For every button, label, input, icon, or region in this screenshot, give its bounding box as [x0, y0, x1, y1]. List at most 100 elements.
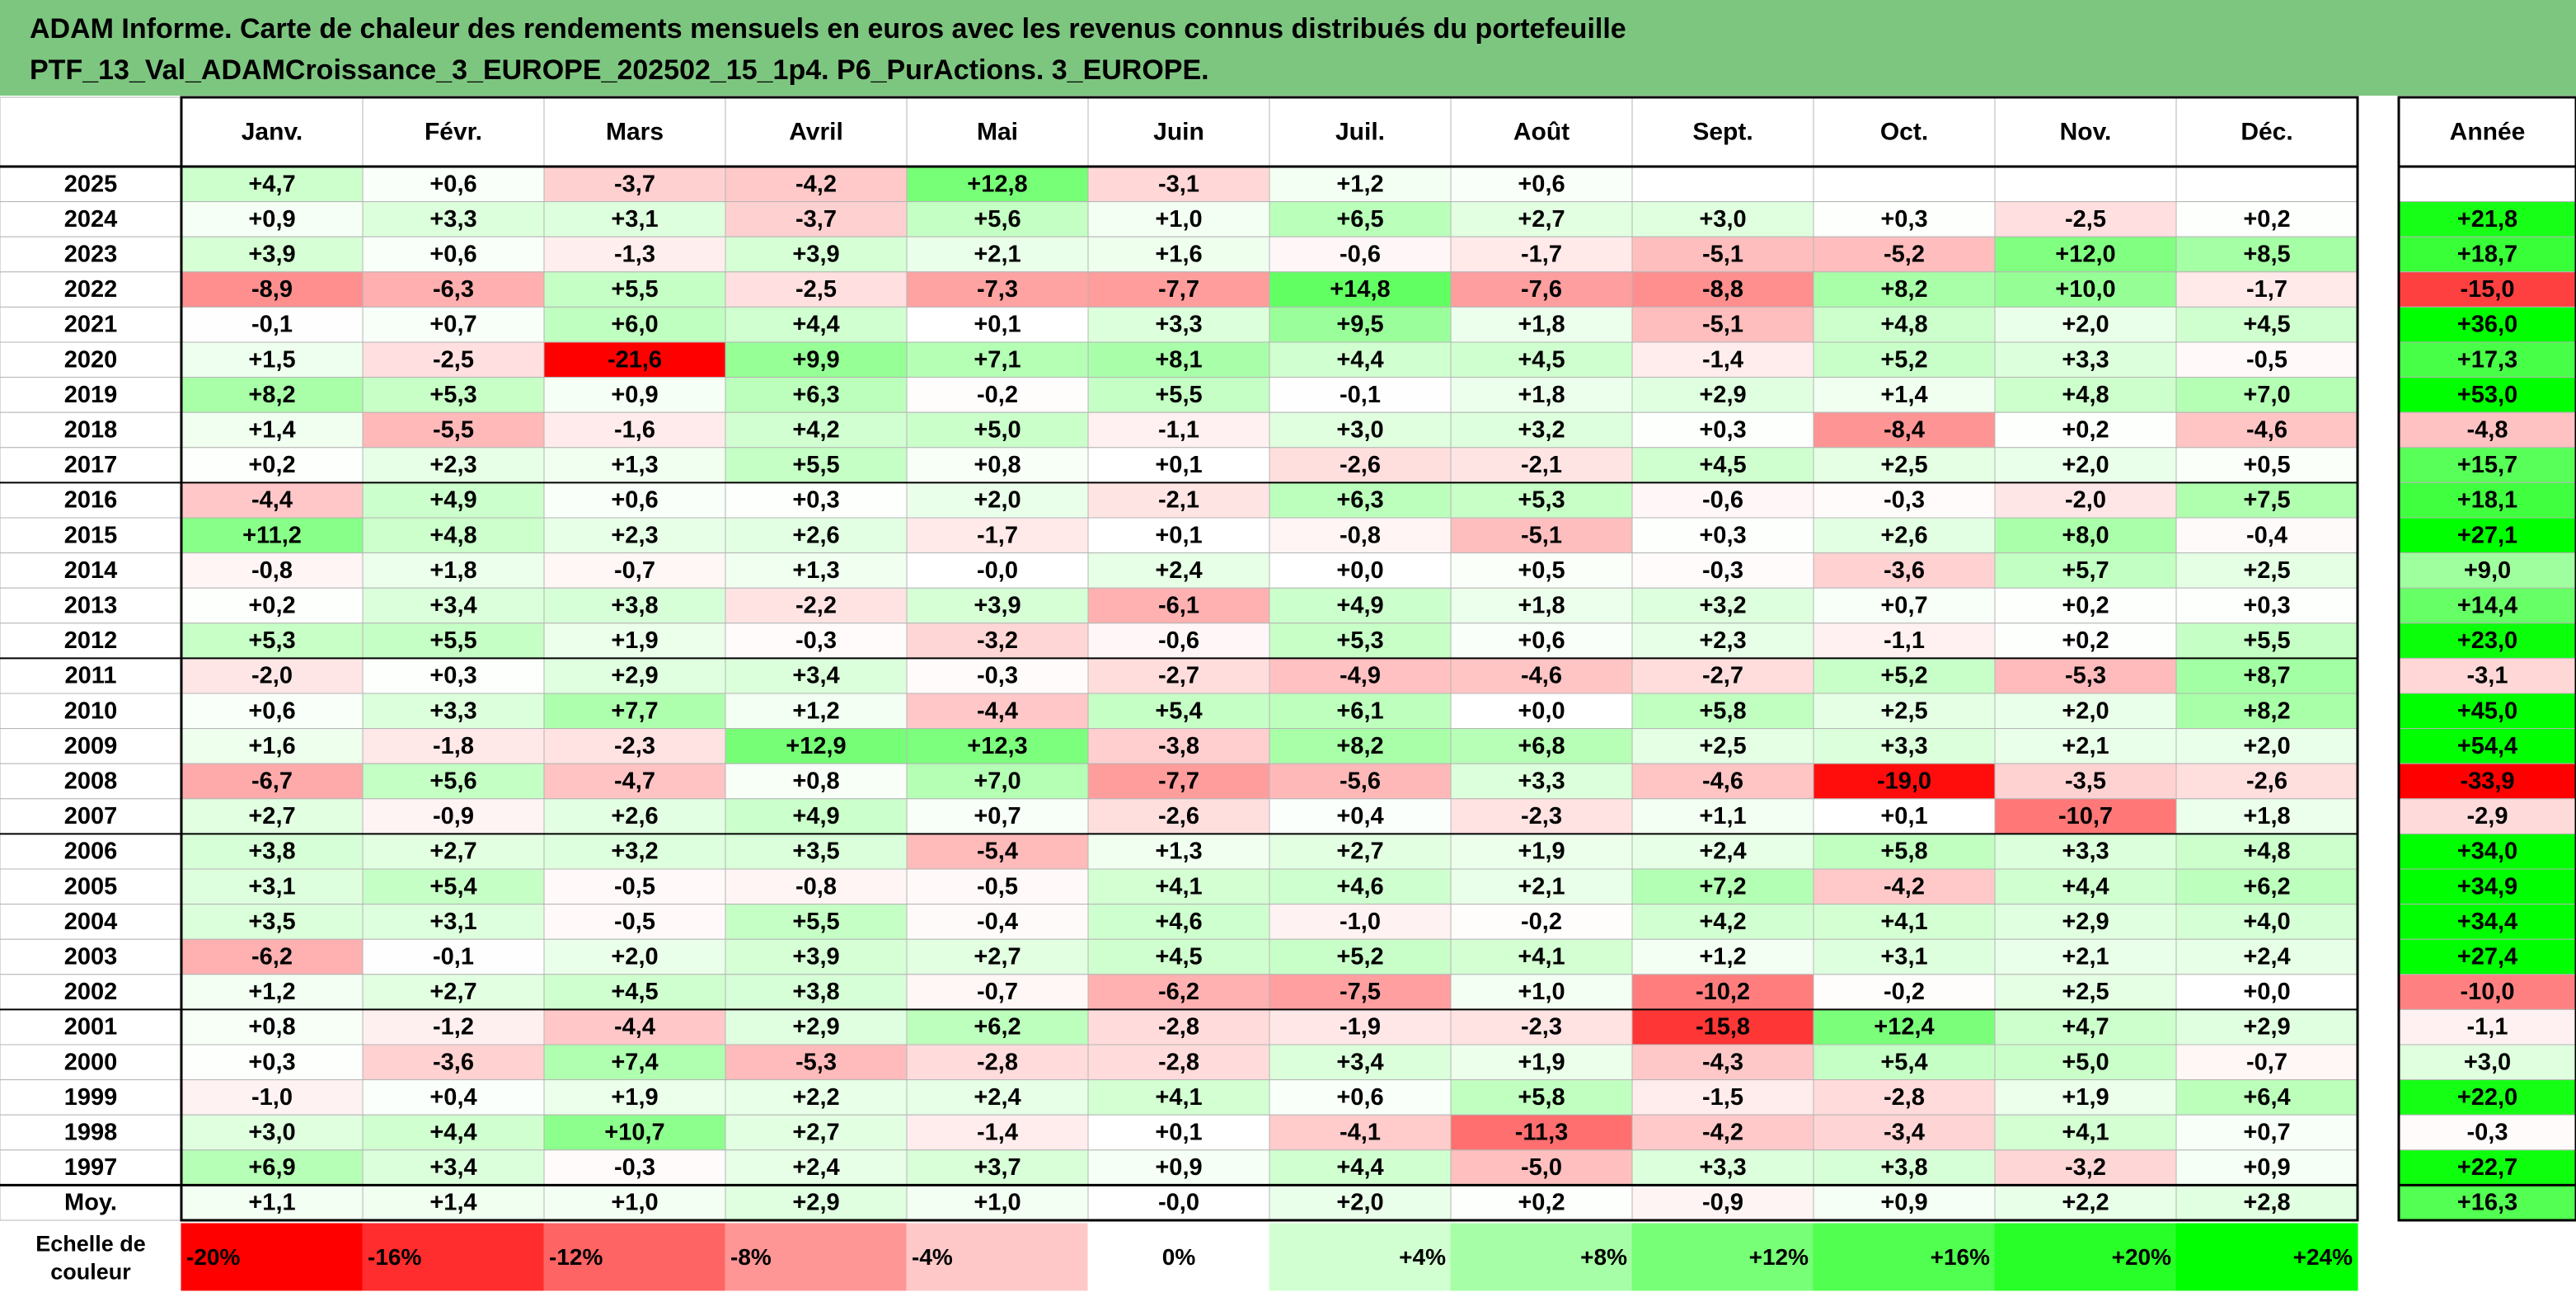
- heatmap-cell-value: +5,7: [2062, 557, 2109, 584]
- heatmap-cell-value: +0,3: [1699, 522, 1746, 548]
- heatmap-cell: [362, 728, 545, 764]
- heatmap-cell-value: -3,6: [1884, 557, 1925, 584]
- heatmap-cell: [1269, 833, 1452, 870]
- heatmap-cell-value: +9,5: [1336, 312, 1383, 338]
- heatmap-cell: [1813, 552, 1996, 589]
- year-row-label: 2003: [64, 944, 118, 970]
- heatmap-cell: [181, 1044, 364, 1081]
- heatmap-cell-value: +8,1: [1155, 346, 1202, 373]
- heatmap-cell-value: +5,5: [429, 627, 476, 654]
- heatmap-cell: [906, 166, 1089, 203]
- heatmap-cell-value: +4,7: [2062, 1014, 2109, 1041]
- annual-return-value: +27,1: [2457, 522, 2517, 548]
- heatmap-cell-value: +3,8: [1880, 1154, 1927, 1181]
- year-row-label: 1999: [64, 1084, 118, 1111]
- scale-step-label: +20%: [2112, 1244, 2171, 1270]
- heatmap-cell: [1087, 938, 1270, 975]
- month-header-cell: [1450, 96, 1633, 167]
- heatmap-cell: [1631, 271, 1814, 308]
- title-line-2: PTF_13_Val_ADAMCroissance_3_EUROPE_20250…: [30, 54, 1209, 86]
- heatmap-cell: [362, 1149, 545, 1186]
- heatmap-cell: [1813, 236, 1996, 273]
- heatmap-cell-value: +4,5: [611, 979, 658, 1005]
- heatmap-cell: [725, 411, 908, 449]
- heatmap-cell-value: +2,0: [611, 944, 658, 970]
- heatmap-cell-value: -2,7: [1158, 663, 1199, 689]
- heatmap-cell: [1631, 693, 1814, 730]
- heatmap-cell-value: -1,9: [1340, 1014, 1381, 1041]
- heatmap-cell-value: -1,7: [2246, 276, 2287, 303]
- heatmap-cell: [181, 1184, 364, 1221]
- annual-return-cell: [2398, 623, 2576, 659]
- heatmap-cell: [1994, 552, 2177, 589]
- heatmap-cell: [543, 482, 726, 519]
- heatmap-cell-value: +5,8: [1518, 1084, 1565, 1111]
- heatmap-cell-value: +6,4: [2243, 1084, 2290, 1111]
- annual-return-cell: [2398, 517, 2576, 554]
- heatmap-cell: [2175, 974, 2358, 1010]
- annual-return-value: +22,0: [2457, 1084, 2517, 1111]
- heatmap-cell-value: +0,9: [1155, 1154, 1202, 1181]
- month-header-label: Sept.: [1692, 119, 1753, 146]
- heatmap-cell: [1269, 341, 1452, 378]
- heatmap-cell: [1087, 693, 1270, 730]
- heatmap-cell: [2175, 1079, 2358, 1116]
- heatmap-cell-value: -5,5: [433, 417, 474, 444]
- year-row-label: 2010: [64, 698, 118, 724]
- heatmap-cell-value: +6,2: [2243, 873, 2290, 900]
- heatmap-cell: [1994, 517, 2177, 554]
- heatmap-cell-value: +1,3: [611, 452, 658, 478]
- heatmap-cell-value: +4,2: [792, 417, 839, 444]
- heatmap-cell-value: +2,0: [974, 487, 1021, 514]
- heatmap-cell: [1813, 974, 1996, 1010]
- heatmap-cell-value: -2,5: [795, 276, 837, 303]
- year-row-label: 2015: [64, 522, 118, 548]
- scale-swatch: [1813, 1223, 1996, 1291]
- heatmap-cell-value: +3,1: [1880, 944, 1927, 970]
- heatmap-cell-value: +12,4: [1874, 1014, 1934, 1041]
- heatmap-cell-value: +4,8: [2062, 382, 2109, 408]
- heatmap-cell: [362, 377, 545, 413]
- annual-return-value: +21,8: [2457, 206, 2517, 233]
- heatmap-cell: [906, 728, 1089, 764]
- scale-step-label: -12%: [549, 1244, 603, 1270]
- scale-swatch: [362, 1223, 545, 1291]
- heatmap-cell: [2175, 236, 2358, 273]
- heatmap-cell-value: -4,4: [977, 698, 1018, 724]
- heatmap-cell-value: -2,5: [433, 346, 474, 373]
- heatmap-cell-value: +2,1: [2062, 733, 2109, 759]
- heatmap-cell: [543, 166, 726, 203]
- heatmap-cell-value: -3,6: [433, 1049, 474, 1075]
- year-row-label: 2009: [64, 733, 118, 759]
- heatmap-cell-value: +0,9: [2243, 1154, 2290, 1181]
- heatmap-cell-value: +3,0: [1699, 206, 1746, 233]
- heatmap-cell-value: +0,7: [1880, 593, 1927, 619]
- year-row-label: 2014: [64, 557, 118, 584]
- heatmap-cell-value: +4,1: [1518, 944, 1565, 970]
- annual-return-value: -3,1: [2467, 663, 2508, 689]
- annual-return-value: -1,1: [2467, 1014, 2508, 1041]
- heatmap-cell: [362, 482, 545, 519]
- heatmap-cell: [1994, 306, 2177, 343]
- scale-swatch: [543, 1223, 726, 1291]
- heatmap-cell: [2175, 798, 2358, 834]
- heatmap-cell: [725, 1079, 908, 1116]
- heatmap-cell: [2175, 377, 2358, 413]
- heatmap-cell: [1087, 1008, 1270, 1045]
- heatmap-cell-value: -8,9: [251, 276, 293, 303]
- heatmap-cell: [362, 201, 545, 237]
- heatmap-cell: [543, 201, 726, 237]
- month-header-label: Juin: [1153, 119, 1204, 146]
- heatmap-cell: [1813, 1114, 1996, 1151]
- annual-return-cell: [2398, 482, 2576, 519]
- heatmap-cell-value: +2,7: [1518, 206, 1565, 233]
- heatmap-cell-value: -10,2: [1696, 979, 1750, 1005]
- heatmap-cell-value: +10,0: [2055, 276, 2115, 303]
- month-header-label: Oct.: [1880, 119, 1928, 146]
- heatmap-cell: [181, 1008, 364, 1045]
- scale-swatch: [1994, 1223, 2177, 1291]
- heatmap-cell: [1450, 377, 1633, 413]
- heatmap-cell-value: -4,4: [614, 1014, 655, 1041]
- heatmap-cell: [1450, 1114, 1633, 1151]
